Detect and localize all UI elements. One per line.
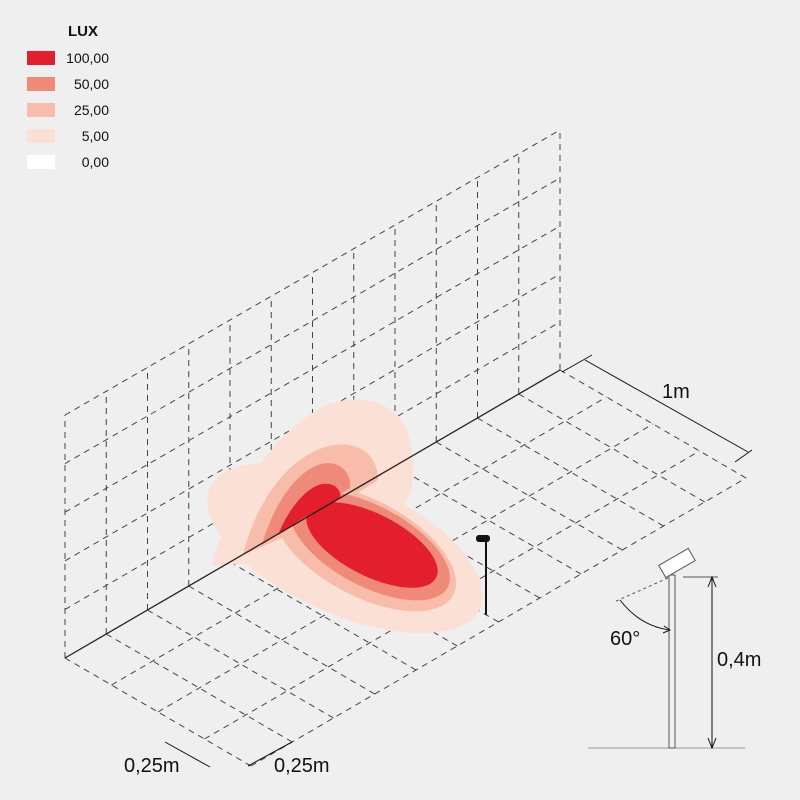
floor-grid-line: [518, 393, 706, 503]
pole: [668, 574, 676, 749]
dim-tick: [734, 449, 753, 463]
dim-line: [584, 359, 749, 453]
floor-grid-line: [394, 465, 582, 575]
wall-grid-line: [64, 177, 561, 465]
angle-arrow: [662, 625, 672, 634]
legend-label: 50,00: [74, 76, 109, 92]
floor-grid-line: [188, 585, 376, 695]
angle-arc: [619, 599, 671, 631]
legend-swatch: [27, 103, 55, 117]
wall-grid-line: [64, 129, 561, 416]
floor-grid-line: [105, 633, 293, 743]
floor-grid-line: [559, 369, 747, 479]
zone-100-floor: [306, 502, 438, 588]
floor-grid-line: [250, 477, 747, 767]
dim-label: 0,25m: [274, 755, 330, 777]
floor-grid-line: [477, 417, 664, 527]
legend-swatch: [27, 129, 55, 143]
dim-tick: [561, 354, 593, 373]
floor-grid-line: [147, 609, 334, 719]
legend-swatch: [27, 77, 55, 91]
beam-axis: [613, 577, 669, 603]
zone-100-wall: [278, 483, 341, 535]
angle-label: 60°: [610, 628, 640, 650]
legend-label: 5,00: [82, 128, 109, 144]
dim-label: 1m: [662, 381, 690, 403]
dim-line: [164, 741, 211, 768]
legend-label: 25,00: [74, 102, 109, 118]
wall-floor-edge: [64, 369, 561, 659]
geometry: 1m 0,25m 0,25m 0,4m 60°: [64, 354, 761, 777]
wall-grid-line: [64, 225, 561, 513]
legend: LUX 100,00 50,00 25,00 5,00 0,00: [27, 23, 109, 170]
fixture-head: [476, 535, 490, 542]
floor-grid-line: [64, 657, 252, 767]
dim-line: [247, 741, 293, 767]
legend-swatch: [27, 51, 55, 65]
legend-label: 0,00: [82, 154, 109, 170]
legend-swatch: [27, 155, 55, 169]
dim-label: 0,25m: [124, 755, 180, 777]
legend-title: LUX: [68, 23, 98, 40]
floor-grid-line: [435, 441, 623, 551]
illuminance-map: [207, 399, 483, 634]
legend-label: 100,00: [66, 50, 109, 66]
dim-arrows: [707, 575, 717, 750]
dim-label: 0,4m: [717, 649, 761, 671]
floor-grid-line: [229, 561, 417, 671]
luminaire-head: [658, 547, 696, 579]
